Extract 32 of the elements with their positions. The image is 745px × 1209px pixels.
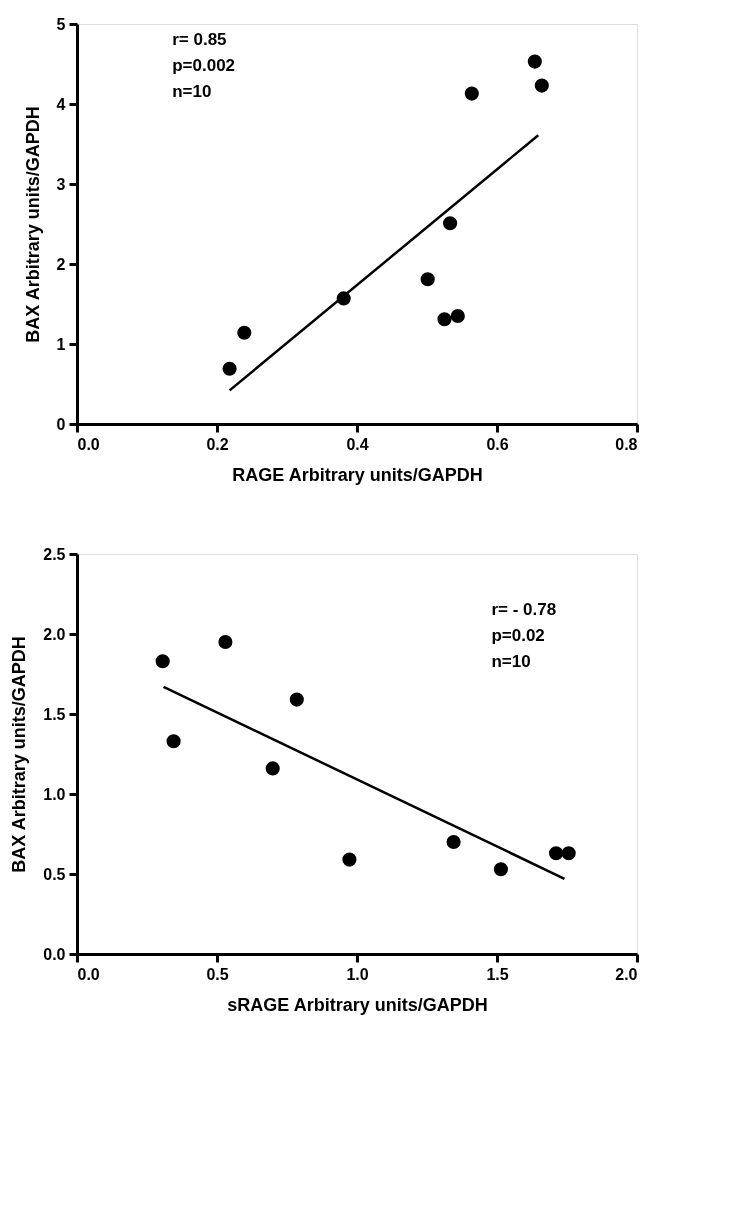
annotation: r= - 0.78 bbox=[491, 600, 557, 619]
x-tick-label: 1.0 bbox=[346, 965, 369, 983]
x-axis-title: RAGE Arbitrary units/GAPDH bbox=[232, 464, 483, 485]
annotation: p=0.002 bbox=[172, 56, 236, 75]
x-tick-label: 2.0 bbox=[615, 965, 638, 983]
annotation: p=0.02 bbox=[491, 626, 545, 645]
x-axis-title: sRAGE Arbitrary units/GAPDH bbox=[227, 994, 488, 1015]
y-tick-label: 0.0 bbox=[43, 945, 66, 963]
y-tick-label: 2 bbox=[56, 255, 66, 273]
y-tick-label: 3 bbox=[56, 175, 66, 193]
y-tick-label: 1.5 bbox=[43, 705, 66, 723]
x-tick-label: 0.4 bbox=[346, 435, 369, 453]
y-tick-label: 1.0 bbox=[43, 785, 66, 803]
x-tick-label: 0.6 bbox=[486, 435, 509, 453]
y-tick-label: 4 bbox=[56, 95, 66, 113]
y-tick-label: 5 bbox=[56, 15, 66, 33]
x-tick-label: 1.5 bbox=[486, 965, 509, 983]
x-tick-label: 0.0 bbox=[77, 435, 100, 453]
y-tick-label: 0 bbox=[56, 415, 66, 433]
y-axis-title: BAX Arbitrary units/GAPDH bbox=[22, 106, 43, 343]
y-tick-label: 2.0 bbox=[43, 625, 66, 643]
x-tick-label: 0.2 bbox=[206, 435, 229, 453]
y-axis-title: BAX Arbitrary units/GAPDH bbox=[9, 636, 30, 873]
x-tick-label: 0.8 bbox=[615, 435, 638, 453]
y-tick-label: 1 bbox=[56, 335, 66, 353]
x-tick-label: 0.0 bbox=[77, 965, 100, 983]
y-tick-label: 0.5 bbox=[43, 865, 66, 883]
annotation: n=10 bbox=[491, 652, 531, 671]
annotation: r= 0.85 bbox=[172, 30, 227, 49]
y-tick-label: 2.5 bbox=[43, 545, 66, 563]
x-tick-label: 0.5 bbox=[206, 965, 229, 983]
annotation: n=10 bbox=[172, 82, 212, 101]
